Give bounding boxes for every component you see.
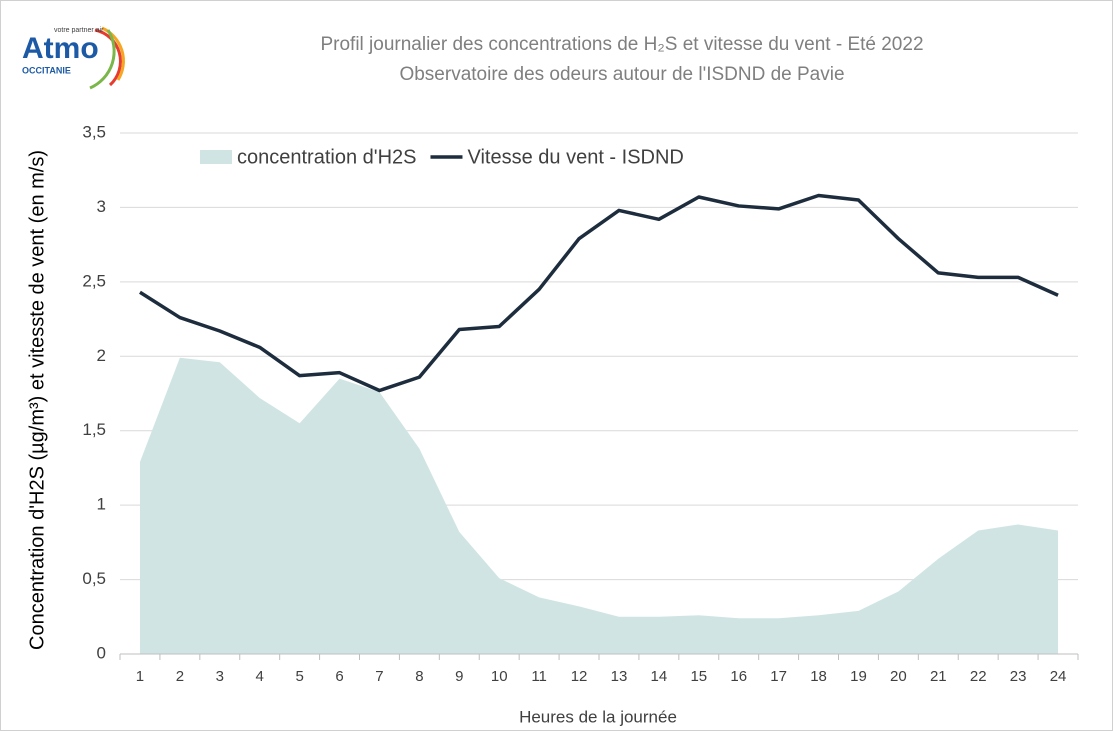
x-tick-label: 5 [295, 668, 303, 685]
y-axis-label: Concentration d'H2S (µg/m³) et vitesste … [26, 150, 48, 650]
x-tick-label: 22 [970, 668, 987, 685]
y-tick-label: 2 [97, 346, 106, 365]
x-tick-label: 3 [216, 668, 224, 685]
area [139, 357, 1059, 654]
chart-subtitle: Observatoire des odeurs autour de l'ISDN… [399, 64, 844, 85]
x-tick-label: 6 [335, 668, 343, 685]
x-tick-label: 20 [890, 668, 907, 685]
logo: votre partner air Atmo OCCITANIE [22, 26, 125, 90]
x-tick-label: 17 [770, 668, 787, 685]
x-tick-label: 18 [810, 668, 827, 685]
legend-label: Vitesse du vent - ISDND [467, 146, 683, 168]
x-tick-label: 11 [531, 668, 547, 685]
x-tick-label: 21 [930, 668, 947, 685]
x-tick-label: 13 [611, 668, 628, 685]
x-tick-label: 23 [1010, 668, 1027, 685]
logo-tagline: votre partner air [54, 27, 104, 34]
y-tick-label: 3 [97, 197, 106, 216]
logo-name: Atmo [22, 32, 99, 65]
x-tick-label: 24 [1050, 668, 1067, 685]
x-tick-label: 4 [256, 668, 264, 685]
y-tick-label: 0,5 [82, 569, 106, 588]
y-tick-label: 3,5 [82, 122, 106, 141]
legend-label: concentration d'H2S [237, 146, 416, 168]
x-axis-label: Heures de la journée [519, 707, 677, 726]
chart-title: Profil journalier des concentrations de … [320, 34, 923, 55]
x-tick-label: 2 [176, 668, 184, 685]
x-tick-label: 9 [455, 668, 463, 685]
x-tick-label: 19 [850, 668, 867, 685]
x-tick-label: 10 [491, 668, 508, 685]
legend-swatch [200, 150, 232, 164]
x-tick-label: 16 [730, 668, 747, 685]
x-tick-label: 8 [415, 668, 423, 685]
logo-region: OCCITANIE [22, 65, 71, 75]
x-tick-label: 14 [651, 668, 668, 685]
x-tick-label: 15 [690, 668, 707, 685]
y-tick-label: 1 [97, 495, 106, 514]
y-tick-label: 2,5 [82, 271, 106, 290]
y-tick-label: 1,5 [82, 420, 106, 439]
line [139, 193, 1059, 393]
y-tick-label: 0 [97, 643, 106, 662]
x-tick-label: 7 [375, 668, 383, 685]
x-tick-label: 1 [136, 668, 144, 685]
x-tick-label: 12 [571, 668, 588, 685]
